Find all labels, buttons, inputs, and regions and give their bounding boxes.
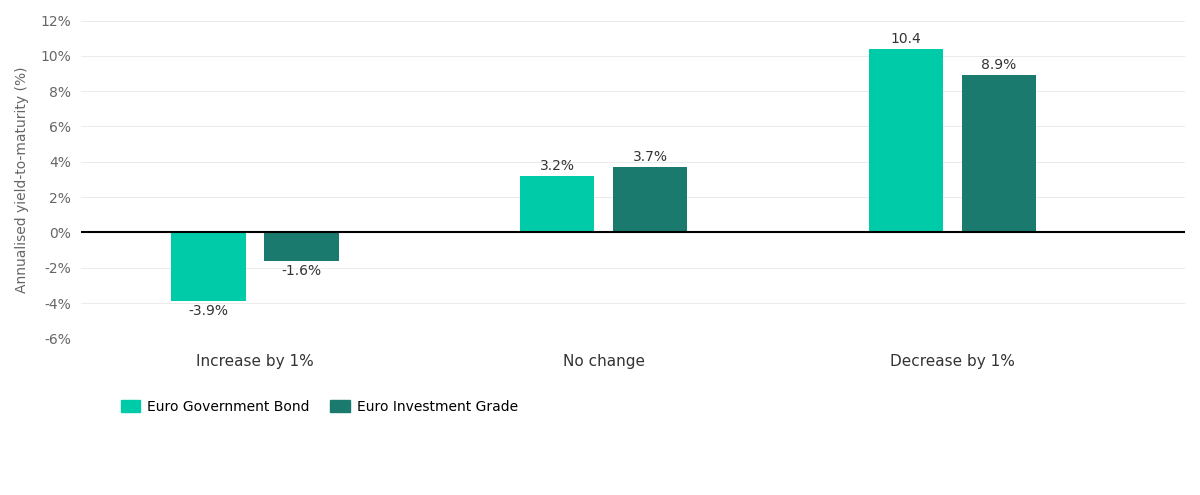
Bar bbox=[869, 49, 943, 232]
Legend: Euro Government Bond, Euro Investment Grade: Euro Government Bond, Euro Investment Gr… bbox=[121, 400, 518, 414]
Text: 8.9%: 8.9% bbox=[982, 58, 1016, 72]
Text: -1.6%: -1.6% bbox=[282, 264, 322, 278]
Bar bbox=[961, 75, 1036, 232]
Bar bbox=[520, 176, 594, 232]
Y-axis label: Annualised yield-to-maturity (%): Annualised yield-to-maturity (%) bbox=[14, 66, 29, 293]
Text: 3.7%: 3.7% bbox=[632, 150, 667, 164]
Bar bbox=[613, 167, 688, 232]
Bar bbox=[172, 232, 246, 301]
Text: 3.2%: 3.2% bbox=[540, 159, 575, 173]
Text: -3.9%: -3.9% bbox=[188, 304, 228, 318]
Bar bbox=[264, 232, 338, 261]
Text: 10.4: 10.4 bbox=[890, 32, 922, 46]
